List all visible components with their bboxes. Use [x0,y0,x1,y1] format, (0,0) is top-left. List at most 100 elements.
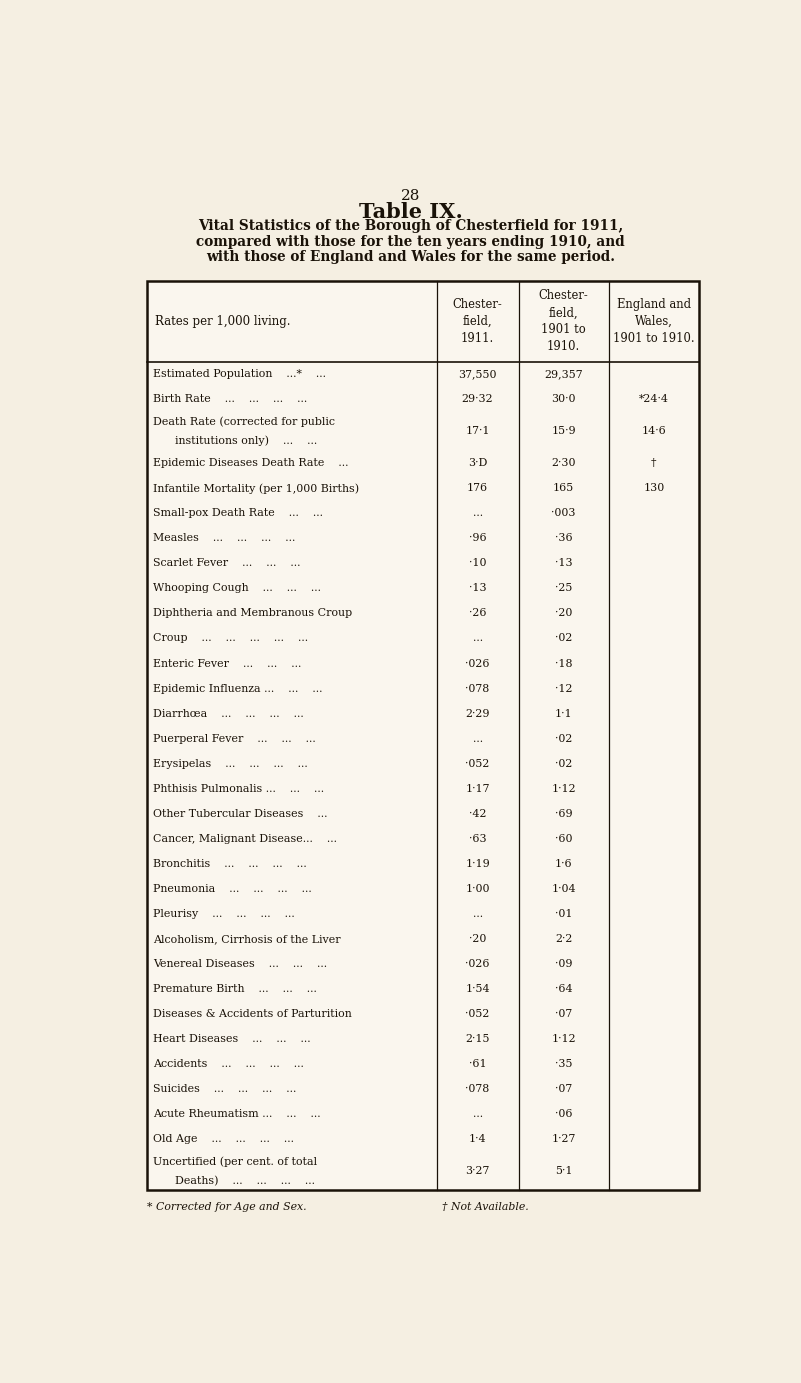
Text: ·07: ·07 [555,1084,572,1094]
Text: field,: field, [463,315,493,328]
Text: ·60: ·60 [555,834,572,844]
Text: 130: 130 [643,483,665,494]
Text: † Not Available.: † Not Available. [441,1202,529,1213]
Text: 37,550: 37,550 [458,369,497,379]
Text: 17·1: 17·1 [465,426,490,437]
Text: Estimated Population    ...*    ...: Estimated Population ...* ... [153,369,326,379]
Text: England and: England and [617,297,691,311]
Text: 2·15: 2·15 [465,1034,490,1044]
Text: Small-pox Death Rate    ...    ...: Small-pox Death Rate ... ... [153,509,324,519]
Text: 2·2: 2·2 [555,934,572,943]
Text: ·02: ·02 [555,633,572,643]
Text: compared with those for the ten years ending 1910, and: compared with those for the ten years en… [196,235,625,249]
Text: Table IX.: Table IX. [359,202,462,223]
Text: 5·1: 5·1 [555,1166,572,1176]
Text: 1·19: 1·19 [465,859,490,869]
Text: Old Age    ...    ...    ...    ...: Old Age ... ... ... ... [153,1134,294,1144]
Text: ·42: ·42 [469,809,486,819]
Text: 1911.: 1911. [461,332,494,344]
Text: ·25: ·25 [555,584,572,593]
Text: 176: 176 [467,483,488,494]
Text: Erysipelas    ...    ...    ...    ...: Erysipelas ... ... ... ... [153,759,308,769]
Text: Chester-: Chester- [453,297,502,311]
Text: Scarlet Fever    ...    ...    ...: Scarlet Fever ... ... ... [153,559,301,568]
Text: ·20: ·20 [469,934,486,943]
Text: ·61: ·61 [469,1059,486,1069]
Text: ·18: ·18 [555,658,572,668]
Text: 3·27: 3·27 [465,1166,490,1176]
Text: ·09: ·09 [555,958,572,969]
Text: Deaths)    ...    ...    ...    ...: Deaths) ... ... ... ... [161,1176,316,1185]
Text: ...: ... [473,633,483,643]
Text: 30·0: 30·0 [551,394,576,404]
Text: 1·54: 1·54 [465,983,490,994]
Text: 1·1: 1·1 [555,708,573,719]
Text: ·003: ·003 [551,509,576,519]
Text: ·13: ·13 [555,559,573,568]
Text: Cancer, Malignant Disease...    ...: Cancer, Malignant Disease... ... [153,834,337,844]
Text: Infantile Mortality (per 1,000 Births): Infantile Mortality (per 1,000 Births) [153,483,360,494]
Text: Heart Diseases    ...    ...    ...: Heart Diseases ... ... ... [153,1034,311,1044]
Text: ·69: ·69 [555,809,573,819]
Text: ·26: ·26 [469,609,486,618]
Text: Accidents    ...    ...    ...    ...: Accidents ... ... ... ... [153,1059,304,1069]
Text: 2·29: 2·29 [465,708,490,719]
Text: ·36: ·36 [555,534,573,544]
Text: Diseases & Accidents of Parturition: Diseases & Accidents of Parturition [153,1010,352,1019]
Text: Enteric Fever    ...    ...    ...: Enteric Fever ... ... ... [153,658,302,668]
Text: Croup    ...    ...    ...    ...    ...: Croup ... ... ... ... ... [153,633,308,643]
Text: ...: ... [473,733,483,744]
Text: Epidemic Influenza ...    ...    ...: Epidemic Influenza ... ... ... [153,683,323,693]
Text: 3·D: 3·D [468,458,487,469]
Text: ...: ... [473,909,483,918]
Text: Vital Statistics of the Borough of Chesterfield for 1911,: Vital Statistics of the Borough of Chest… [198,220,623,234]
Text: Bronchitis    ...    ...    ...    ...: Bronchitis ... ... ... ... [153,859,307,869]
Text: Uncertified (per cent. of total: Uncertified (per cent. of total [153,1156,317,1167]
Text: * Corrected for Age and Sex.: * Corrected for Age and Sex. [147,1202,306,1213]
Text: 2·30: 2·30 [551,458,576,469]
Text: Other Tubercular Diseases    ...: Other Tubercular Diseases ... [153,809,328,819]
Text: Measles    ...    ...    ...    ...: Measles ... ... ... ... [153,534,296,544]
Text: 1901 to 1910.: 1901 to 1910. [613,332,694,344]
Text: ·63: ·63 [469,834,486,844]
Text: Alcoholism, Cirrhosis of the Liver: Alcoholism, Cirrhosis of the Liver [153,934,341,943]
Text: Puerperal Fever    ...    ...    ...: Puerperal Fever ... ... ... [153,733,316,744]
Text: ·13: ·13 [469,584,486,593]
Text: 1·12: 1·12 [551,784,576,794]
Text: 1·27: 1·27 [551,1134,576,1144]
Text: ·35: ·35 [555,1059,572,1069]
Text: Whooping Cough    ...    ...    ...: Whooping Cough ... ... ... [153,584,321,593]
Text: *24·4: *24·4 [639,394,669,404]
Text: Diphtheria and Membranous Croup: Diphtheria and Membranous Croup [153,609,352,618]
Text: 1·00: 1·00 [465,884,490,893]
Text: Premature Birth    ...    ...    ...: Premature Birth ... ... ... [153,983,317,994]
Text: Epidemic Diseases Death Rate    ...: Epidemic Diseases Death Rate ... [153,458,348,469]
Text: 29,357: 29,357 [544,369,583,379]
Text: ·026: ·026 [465,658,490,668]
Text: Phthisis Pulmonalis ...    ...    ...: Phthisis Pulmonalis ... ... ... [153,784,324,794]
Text: 1·6: 1·6 [555,859,573,869]
Text: 1·12: 1·12 [551,1034,576,1044]
Text: Venereal Diseases    ...    ...    ...: Venereal Diseases ... ... ... [153,958,328,969]
Text: Rates per 1,000 living.: Rates per 1,000 living. [155,315,291,328]
Text: ...: ... [473,509,483,519]
Text: 29·32: 29·32 [462,394,493,404]
Text: ...: ... [473,1109,483,1119]
Text: Pleurisy    ...    ...    ...    ...: Pleurisy ... ... ... ... [153,909,295,918]
Text: 28: 28 [400,189,421,203]
Text: institutions only)    ...    ...: institutions only) ... ... [161,436,317,447]
Text: ·078: ·078 [465,683,489,693]
Text: ·10: ·10 [469,559,486,568]
Text: Wales,: Wales, [635,315,673,328]
Text: ·02: ·02 [555,733,572,744]
Text: 1·17: 1·17 [465,784,490,794]
Text: ·052: ·052 [465,1010,490,1019]
Text: Acute Rheumatism ...    ...    ...: Acute Rheumatism ... ... ... [153,1109,321,1119]
Text: ·06: ·06 [555,1109,572,1119]
Text: field,: field, [549,307,578,319]
Text: 14·6: 14·6 [642,426,666,437]
Text: 1910.: 1910. [547,340,580,354]
Text: 165: 165 [553,483,574,494]
Text: Birth Rate    ...    ...    ...    ...: Birth Rate ... ... ... ... [153,394,308,404]
Text: ·96: ·96 [469,534,486,544]
